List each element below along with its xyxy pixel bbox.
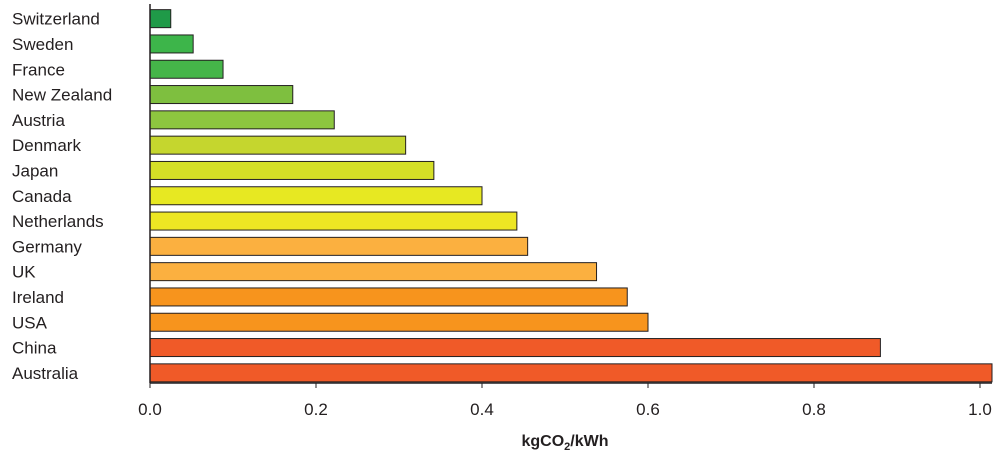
category-label-germany: Germany xyxy=(12,237,82,256)
category-label-switzerland: Switzerland xyxy=(12,10,100,29)
x-axis-title: kgCO2/kWh xyxy=(521,433,608,453)
bar-denmark xyxy=(149,135,407,155)
category-label-new-zealand: New Zealand xyxy=(12,86,112,105)
bar-new-zealand xyxy=(149,85,294,105)
category-label-canada: Canada xyxy=(12,187,72,206)
bars-group xyxy=(149,9,993,383)
bar-germany xyxy=(149,236,529,256)
category-label-netherlands: Netherlands xyxy=(12,212,104,231)
category-label-china: China xyxy=(12,339,57,358)
bar-sweden xyxy=(149,34,194,54)
category-label-sweden: Sweden xyxy=(12,35,73,54)
category-label-australia: Australia xyxy=(12,364,79,383)
category-label-denmark: Denmark xyxy=(12,136,81,155)
bar-uk xyxy=(149,262,598,282)
bar-china xyxy=(149,338,881,358)
bar-japan xyxy=(149,160,435,180)
x-tick-label: 0.6 xyxy=(636,400,660,419)
category-label-uk: UK xyxy=(12,263,36,282)
bar-austria xyxy=(149,110,335,130)
x-axis-ticks: 0.0 0.2 0.4 0.6 0.8 1.0 xyxy=(138,383,992,419)
x-tick-label: 0.0 xyxy=(138,400,162,419)
category-label-japan: Japan xyxy=(12,161,58,180)
bar-usa xyxy=(149,312,649,332)
bar-australia xyxy=(149,363,993,383)
x-tick-label: 1.0 xyxy=(968,400,992,419)
category-label-france: France xyxy=(12,60,65,79)
x-tick-label: 0.4 xyxy=(470,400,494,419)
x-tick-label: 0.8 xyxy=(802,400,826,419)
x-tick-label: 0.2 xyxy=(304,400,328,419)
bar-switzerland xyxy=(149,9,172,29)
x-axis-title-subscript: 2 xyxy=(564,441,570,453)
category-labels: Switzerland Sweden France New Zealand Austri… xyxy=(12,10,112,383)
x-axis-title-tail: /kWh xyxy=(570,433,608,450)
x-axis-title-main: kgCO xyxy=(521,433,564,450)
bar-france xyxy=(149,59,224,79)
bar-canada xyxy=(149,186,483,206)
category-label-austria: Austria xyxy=(12,111,65,130)
bar-ireland xyxy=(149,287,628,307)
bar-netherlands xyxy=(149,211,518,231)
category-label-usa: USA xyxy=(12,313,48,332)
category-label-ireland: Ireland xyxy=(12,288,64,307)
